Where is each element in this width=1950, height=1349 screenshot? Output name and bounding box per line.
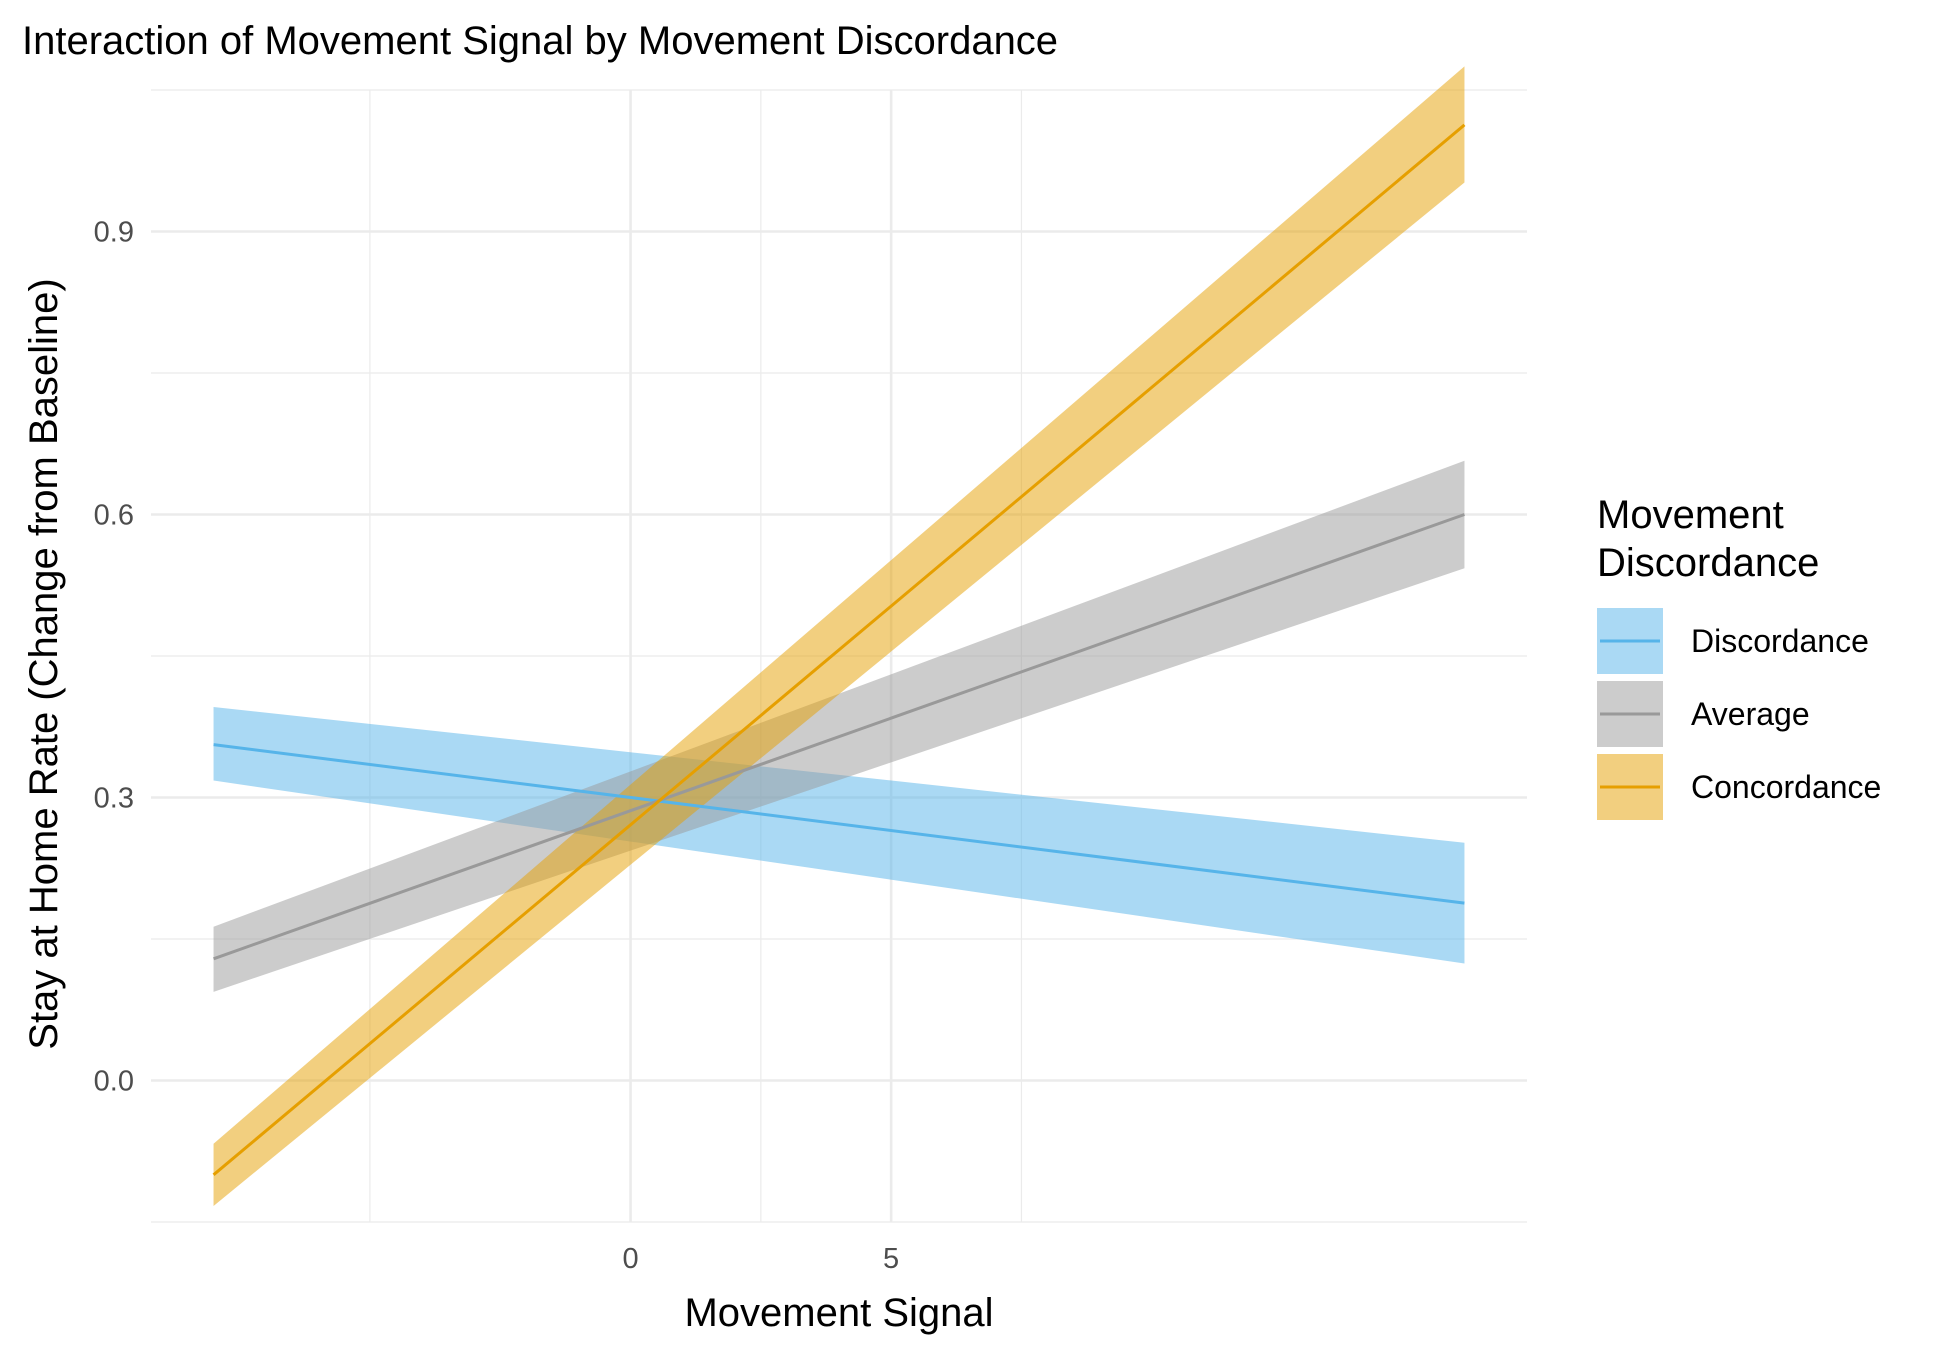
y-tick-label-3: 0.9 — [94, 217, 134, 249]
y-tick-label-2: 0.6 — [94, 500, 134, 532]
y-axis-title: Stay at Home Rate (Change from Baseline) — [22, 278, 66, 1049]
x-tick-label-0: 0 — [622, 1243, 638, 1275]
legend: Movement Discordance Discordance Average C… — [1597, 493, 1881, 820]
line-discordance — [213, 743, 1465, 905]
ribbon-average — [213, 460, 1465, 992]
confidence-ribbons — [213, 66, 1465, 1206]
y-axis-tick-labels: 0.0 0.3 0.6 0.9 — [94, 217, 134, 1098]
ribbon-discordance — [213, 706, 1465, 964]
grid-major — [151, 90, 1527, 1222]
y-tick-label-0: 0.0 — [94, 1066, 134, 1098]
plot-panel — [151, 66, 1527, 1223]
line-concordance — [212, 123, 1466, 1176]
y-tick-label-1: 0.3 — [94, 783, 134, 815]
legend-label-discordance: Discordance — [1691, 623, 1869, 659]
x-tick-label-1: 5 — [883, 1243, 899, 1275]
legend-label-average: Average — [1691, 696, 1810, 732]
line-average — [213, 513, 1465, 961]
x-axis-title: Movement Signal — [684, 1291, 993, 1335]
chart-title: Interaction of Movement Signal by Moveme… — [22, 19, 1058, 63]
legend-title-line-2: Discordance — [1597, 541, 1819, 585]
legend-label-concordance: Concordance — [1691, 769, 1881, 805]
series-lines — [212, 123, 1466, 1176]
legend-title-line-1: Movement — [1597, 493, 1784, 537]
legend-keys: Discordance Average Concordance — [1597, 608, 1881, 820]
ribbon-concordance — [213, 66, 1465, 1206]
